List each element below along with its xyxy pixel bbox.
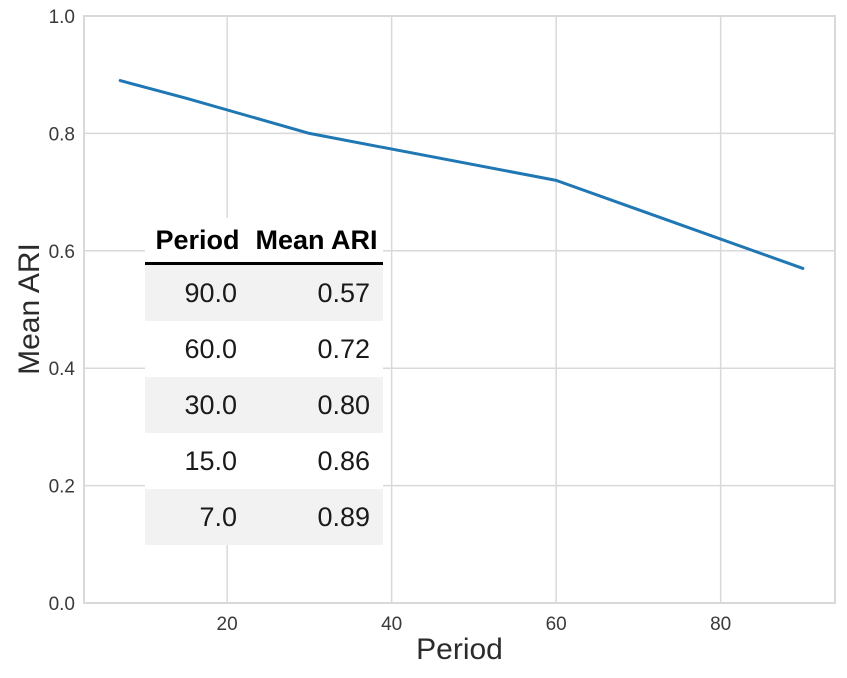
- table-header-period: Period: [145, 218, 250, 265]
- data-line: [118, 79, 805, 270]
- table-cell: 30.0: [184, 389, 237, 420]
- plot-border: [83, 15, 836, 604]
- y-axis-title: Mean ARI: [13, 243, 46, 375]
- period-ari-table: Period Mean ARI 90.0 0.57 60.0 0.72 30.0 0.80…: [145, 218, 383, 545]
- x-tick-label: 40: [381, 614, 402, 635]
- y-tick-label: 1.0: [49, 7, 75, 28]
- table-cell: 7.0: [199, 501, 237, 532]
- table-row: 60.0 0.72: [145, 321, 383, 377]
- y-tick-label: 0.0: [49, 594, 75, 615]
- table-row: 90.0 0.57: [145, 263, 383, 321]
- table-cell: 0.72: [317, 333, 370, 364]
- table-header-mean-ari: Mean ARI: [250, 218, 383, 265]
- y-tick-label: 0.4: [49, 359, 76, 380]
- inset-table: Period Mean ARI 90.0 0.57 60.0 0.72 30.0 0.80…: [145, 218, 383, 545]
- table-cell: 60.0: [184, 333, 237, 364]
- table-cell: 0.80: [317, 389, 370, 420]
- y-tick-label: 0.2: [49, 477, 75, 498]
- table-cell: 15.0: [184, 445, 237, 476]
- table-cell: 90.0: [184, 277, 237, 308]
- table-cell: 0.86: [317, 445, 370, 476]
- y-tick-label: 0.6: [49, 242, 75, 263]
- x-tick-label: 60: [546, 614, 567, 635]
- table-header-row: Period Mean ARI: [145, 218, 383, 265]
- table-row: 15.0 0.86: [145, 433, 383, 489]
- y-tick-label: 0.8: [49, 124, 75, 145]
- table-cell: 0.89: [317, 501, 370, 532]
- x-tick-label: 80: [710, 614, 731, 635]
- table-cell: 0.57: [317, 277, 370, 308]
- x-axis-title: Period: [416, 633, 503, 666]
- x-tick-label: 20: [217, 614, 238, 635]
- table-row: 30.0 0.80: [145, 377, 383, 433]
- table-row: 7.0 0.89: [145, 489, 383, 545]
